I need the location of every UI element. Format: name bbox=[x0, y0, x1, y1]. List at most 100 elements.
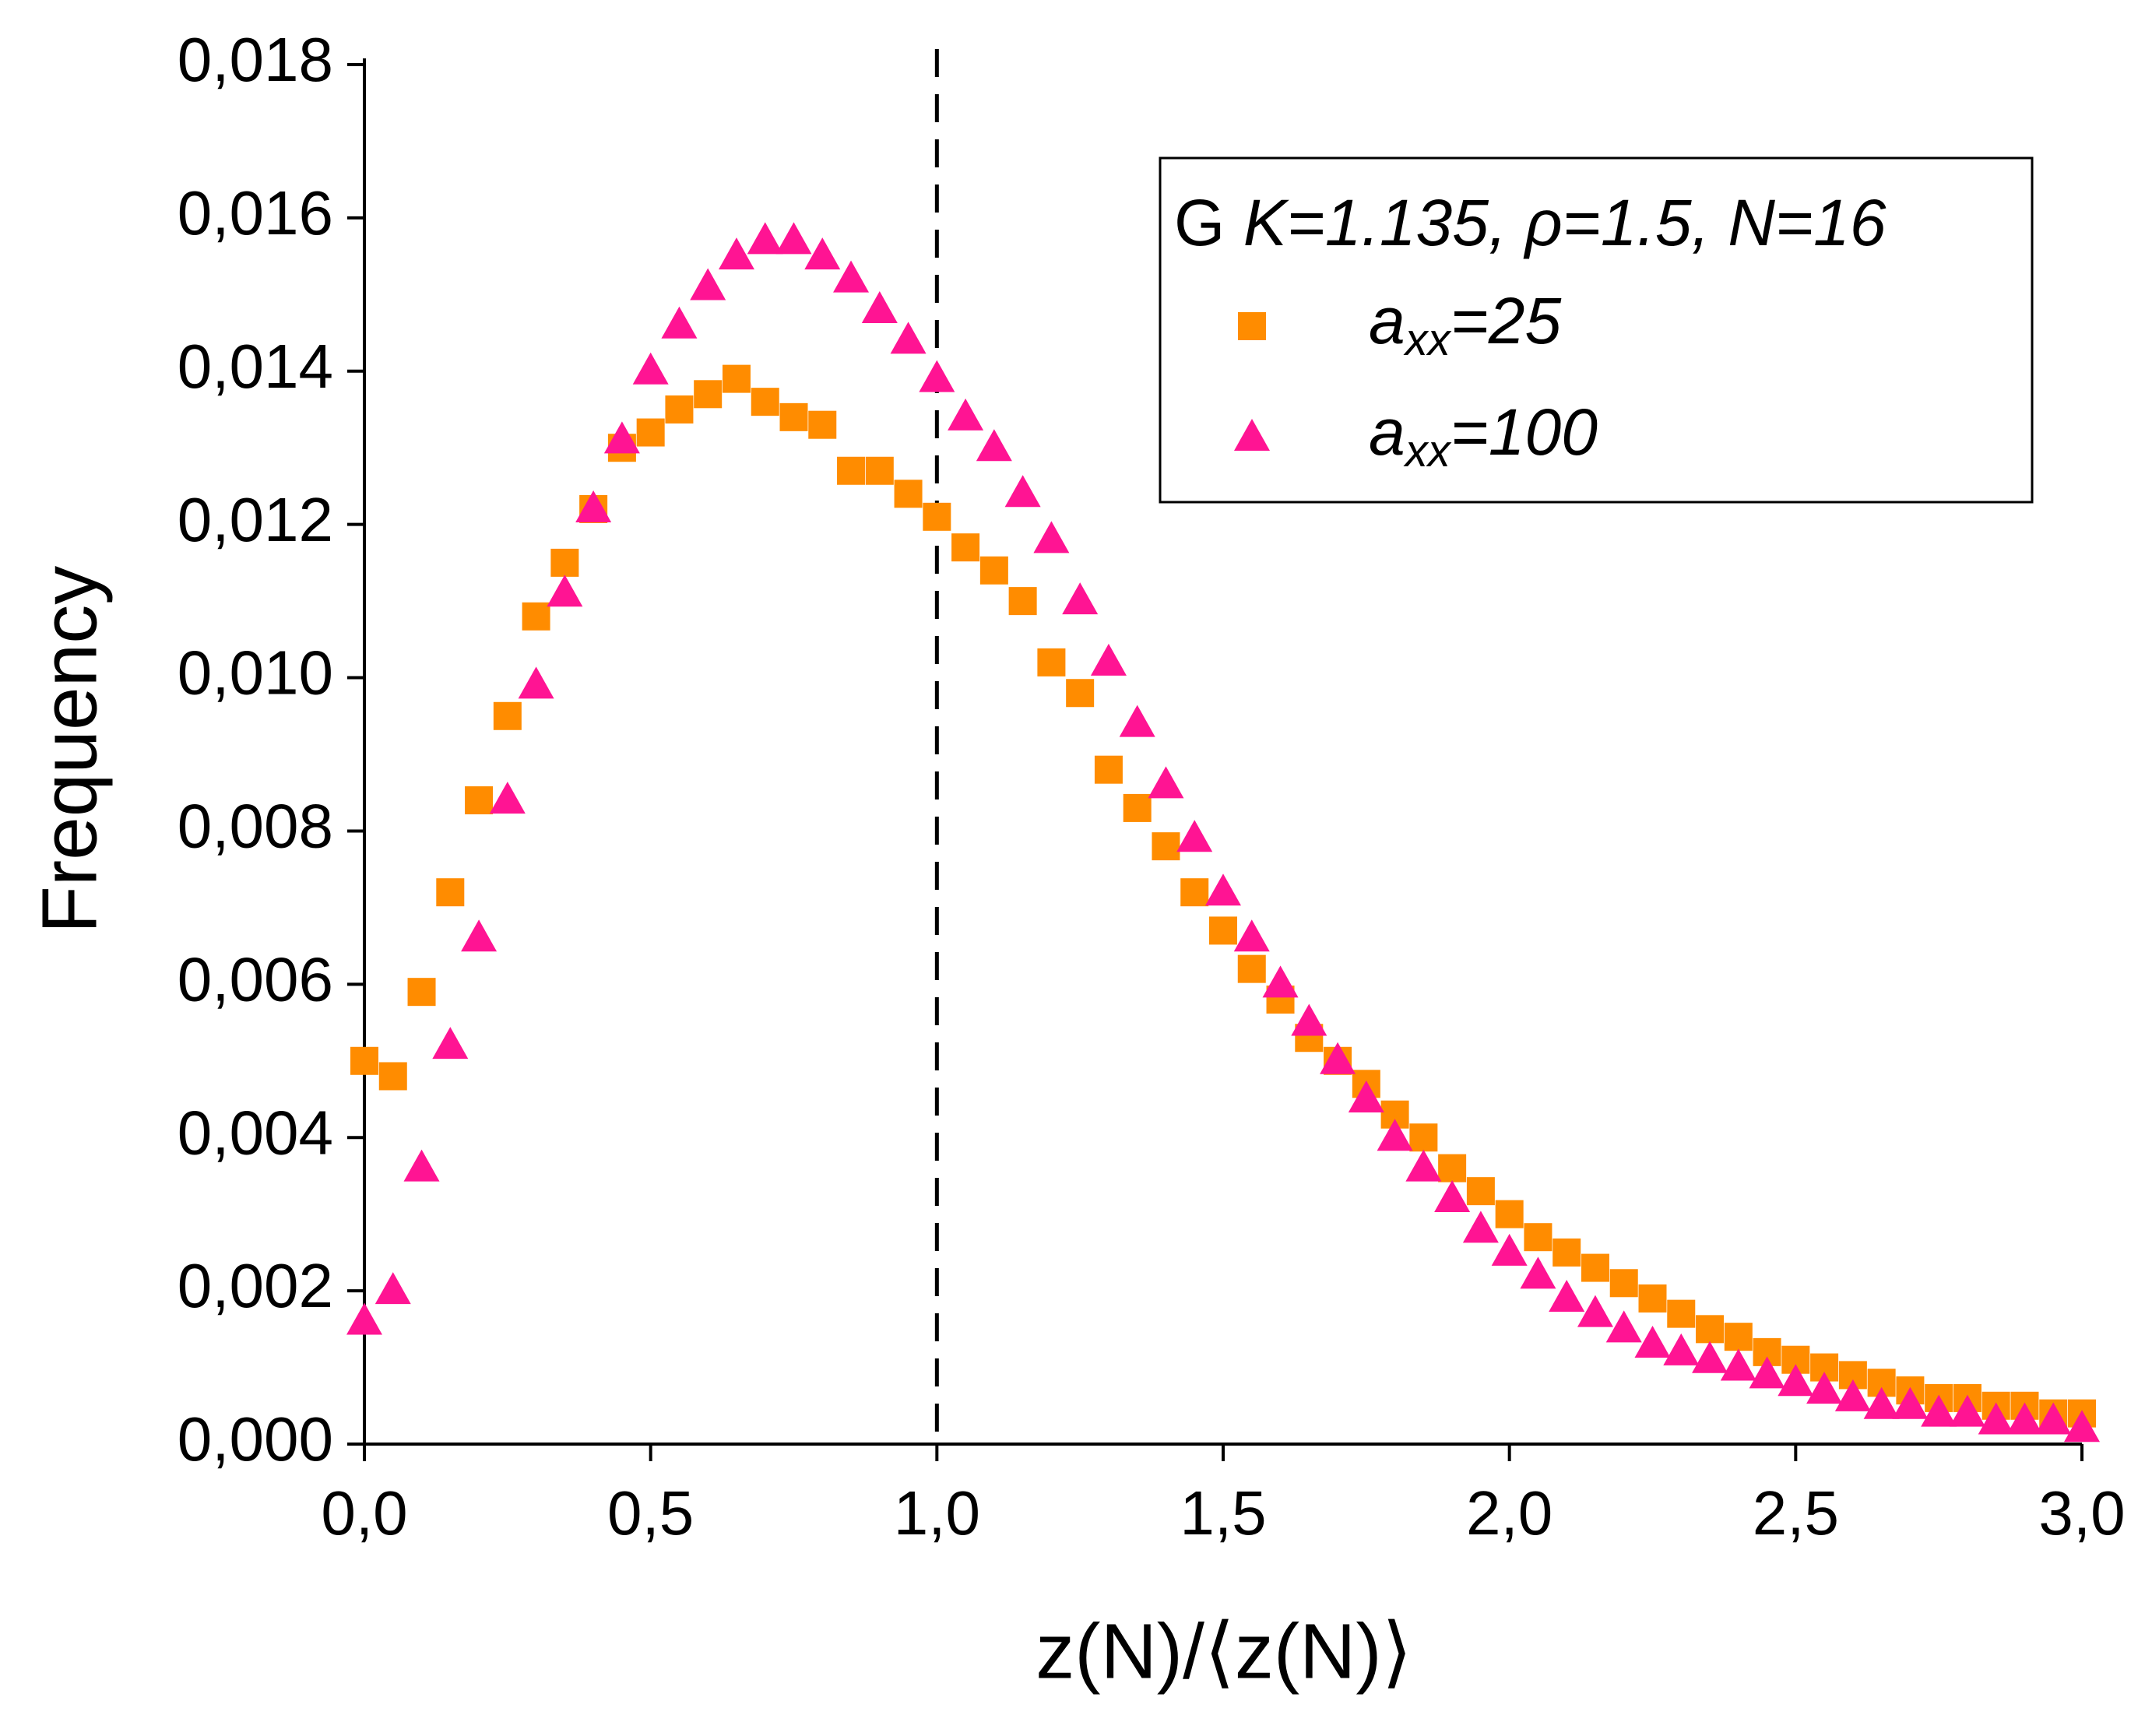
point bbox=[1949, 1394, 1985, 1427]
point bbox=[1237, 954, 1266, 983]
y-tick-label: 0,016 bbox=[178, 178, 333, 248]
x-tick-label: 2,0 bbox=[1466, 1478, 1552, 1548]
point bbox=[1205, 873, 1241, 906]
point bbox=[1348, 1081, 1384, 1112]
point bbox=[1438, 1154, 1467, 1183]
point bbox=[489, 782, 526, 814]
point bbox=[861, 291, 898, 324]
point bbox=[1667, 1299, 1696, 1328]
point bbox=[1377, 1119, 1413, 1151]
point bbox=[665, 395, 694, 423]
point bbox=[1180, 878, 1209, 907]
legend-box bbox=[1159, 156, 2034, 504]
x-tick-label: 1,5 bbox=[1180, 1478, 1266, 1548]
legend-title: G K=1.135, ρ=1.5, N=16 bbox=[1174, 186, 1887, 259]
point bbox=[804, 237, 841, 270]
point bbox=[632, 352, 669, 385]
point bbox=[550, 548, 579, 577]
point bbox=[1152, 832, 1180, 861]
point bbox=[636, 418, 665, 447]
x-tick-label: 1,0 bbox=[894, 1478, 980, 1548]
point bbox=[1008, 587, 1037, 616]
point bbox=[1176, 820, 1213, 852]
point bbox=[1863, 1386, 1900, 1419]
point bbox=[1233, 919, 1270, 952]
point bbox=[1119, 705, 1155, 737]
point bbox=[1062, 582, 1099, 615]
point bbox=[1066, 679, 1095, 708]
point bbox=[775, 222, 812, 255]
point bbox=[1638, 1284, 1667, 1313]
y-axis-label: Frequency bbox=[26, 566, 113, 933]
point bbox=[461, 919, 498, 952]
legend-label: axx=25 bbox=[1369, 284, 1561, 365]
point bbox=[779, 402, 808, 431]
legend-marker bbox=[1238, 312, 1266, 340]
point bbox=[493, 701, 522, 730]
point bbox=[603, 421, 640, 454]
point bbox=[1148, 766, 1184, 799]
point bbox=[522, 602, 550, 631]
point bbox=[547, 575, 583, 607]
y-tick-label: 0,014 bbox=[178, 332, 333, 401]
point bbox=[432, 1027, 469, 1060]
point bbox=[1004, 475, 1041, 508]
point bbox=[374, 1272, 411, 1305]
point bbox=[837, 456, 866, 485]
point bbox=[1262, 965, 1299, 998]
y-tick-label: 0,008 bbox=[178, 792, 333, 861]
point bbox=[722, 364, 751, 393]
point bbox=[518, 666, 554, 699]
y-tick-label: 0,006 bbox=[178, 944, 333, 1014]
point bbox=[1778, 1364, 1814, 1397]
point bbox=[1495, 1200, 1524, 1228]
legend-label: axx=100 bbox=[1369, 395, 1598, 476]
point bbox=[465, 786, 494, 815]
point bbox=[976, 429, 1012, 462]
point bbox=[403, 1149, 440, 1182]
point bbox=[436, 878, 465, 907]
point bbox=[948, 398, 984, 430]
point bbox=[951, 533, 980, 562]
point bbox=[1581, 1253, 1609, 1282]
point bbox=[1806, 1372, 1843, 1404]
x-tick-label: 0,0 bbox=[321, 1478, 407, 1548]
point bbox=[979, 556, 1008, 585]
point bbox=[378, 1062, 407, 1091]
point bbox=[1724, 1323, 1753, 1351]
point bbox=[1520, 1256, 1556, 1289]
point bbox=[1609, 1269, 1638, 1298]
point bbox=[747, 222, 783, 255]
point bbox=[1696, 1315, 1725, 1344]
point bbox=[1434, 1179, 1471, 1212]
point bbox=[1663, 1333, 1700, 1365]
point bbox=[1491, 1233, 1528, 1266]
point bbox=[1552, 1238, 1581, 1267]
point bbox=[894, 480, 923, 508]
point bbox=[1033, 521, 1070, 553]
point bbox=[661, 306, 698, 339]
point bbox=[1320, 1042, 1356, 1074]
point bbox=[1692, 1341, 1728, 1373]
point bbox=[2035, 1402, 2072, 1435]
point bbox=[1577, 1295, 1613, 1327]
x-tick-label: 3,0 bbox=[2038, 1478, 2125, 1548]
point bbox=[1605, 1310, 1642, 1343]
y-tick-label: 0,002 bbox=[178, 1251, 333, 1320]
point bbox=[1892, 1386, 1929, 1419]
y-tick-label: 0,010 bbox=[178, 638, 333, 708]
point bbox=[890, 322, 927, 354]
point bbox=[690, 268, 726, 300]
point bbox=[718, 237, 754, 270]
point bbox=[865, 456, 894, 485]
legend-marker bbox=[1234, 419, 1270, 451]
point bbox=[919, 360, 955, 392]
point bbox=[575, 490, 612, 522]
y-tick-label: 0,018 bbox=[178, 25, 333, 94]
point bbox=[1978, 1402, 2014, 1435]
point bbox=[1921, 1394, 1957, 1427]
point bbox=[346, 1302, 382, 1335]
point bbox=[2006, 1402, 2043, 1435]
